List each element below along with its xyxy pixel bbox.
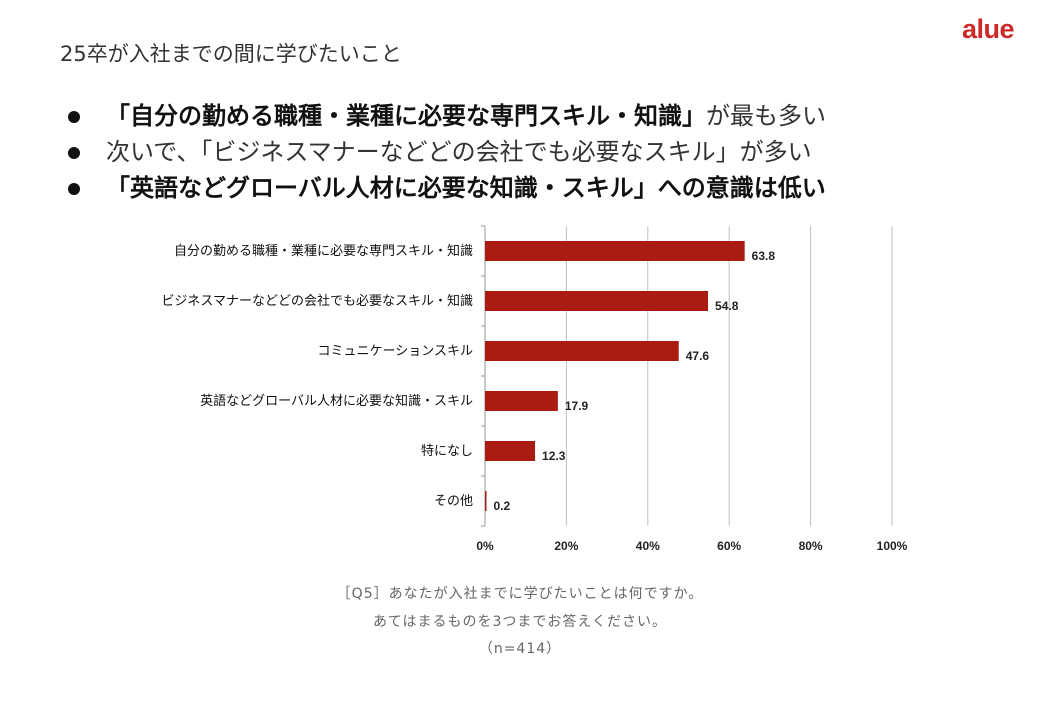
data-label: 47.6 — [686, 349, 710, 363]
category-label: コミュニケーションスキル — [318, 344, 473, 359]
data-label: 12.3 — [542, 449, 566, 463]
bullet-dot-icon — [68, 111, 80, 123]
sample-size: （n=414） — [478, 641, 562, 657]
question-subtext: あてはまるものを3つまでお答えください。 — [373, 614, 667, 630]
data-label: 0.2 — [494, 499, 511, 513]
category-label: その他 — [434, 494, 473, 509]
data-label: 54.8 — [715, 299, 739, 313]
x-tick-label: 100% — [877, 539, 908, 553]
bullet-strong-text: 「自分の勤める職種・業種に必要な専門スキル・知識」 — [106, 102, 706, 130]
slide-title: 25卒が入社までの間に学びたいこと — [60, 42, 402, 66]
bar — [485, 491, 487, 511]
category-label: 自分の勤める職種・業種に必要な専門スキル・知識 — [174, 243, 473, 259]
bar — [485, 391, 558, 411]
bar — [485, 291, 709, 311]
x-tick-label: 20% — [554, 539, 578, 553]
bar — [485, 441, 536, 461]
data-label: 17.9 — [565, 399, 589, 413]
data-label: 63.8 — [752, 249, 776, 263]
brand-logo: alue — [961, 14, 1015, 44]
x-tick-label: 80% — [799, 539, 823, 553]
category-label: ビジネスマナーなどどの会社でも必要なスキル・知識 — [161, 293, 473, 309]
question-text: ［Q5］あなたが入社までに学びたいことは何ですか。 — [336, 586, 704, 602]
bullet-dot-icon — [68, 183, 80, 195]
bullet-text: 次いで、「ビジネスマナーなどどの会社でも必要なスキル」が多い — [106, 138, 812, 166]
bullet-text: が最も多い — [706, 102, 826, 130]
x-tick-label: 0% — [476, 539, 494, 553]
bar — [485, 241, 745, 261]
category-label: 英語などグローバル人材に必要な知識・スキル — [200, 393, 473, 409]
bar — [485, 341, 679, 361]
bullet-item: 次いで、「ビジネスマナーなどどの会社でも必要なスキル」が多い — [60, 134, 826, 170]
bullet-item: 「自分の勤める職種・業種に必要な専門スキル・知識」が最も多い — [60, 98, 826, 134]
category-label: 特になし — [421, 444, 473, 459]
bullet-text: 「英語などグローバル人材に必要な知識・スキル」への意識は低い — [106, 174, 826, 202]
bullet-item: 「英語などグローバル人材に必要な知識・スキル」への意識は低い — [60, 170, 826, 206]
x-tick-label: 60% — [717, 539, 741, 553]
x-tick-label: 40% — [636, 539, 660, 553]
bullet-dot-icon — [68, 147, 80, 159]
bullet-list: 「自分の勤める職種・業種に必要な専門スキル・知識」が最も多い 次いで、「ビジネス… — [60, 98, 826, 206]
